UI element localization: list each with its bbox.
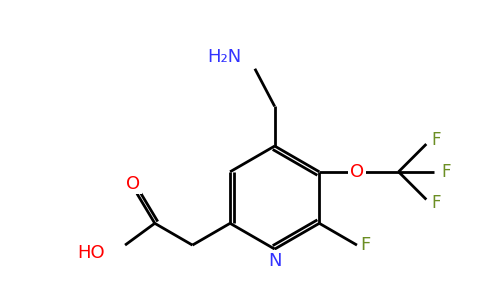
Text: N: N <box>268 252 281 270</box>
Text: F: F <box>431 131 441 149</box>
Text: F: F <box>441 163 451 181</box>
Text: F: F <box>431 194 441 212</box>
Text: F: F <box>360 236 370 254</box>
Text: O: O <box>350 163 364 181</box>
Text: H₂N: H₂N <box>207 48 241 66</box>
Text: HO: HO <box>77 244 105 262</box>
Text: O: O <box>126 175 140 193</box>
